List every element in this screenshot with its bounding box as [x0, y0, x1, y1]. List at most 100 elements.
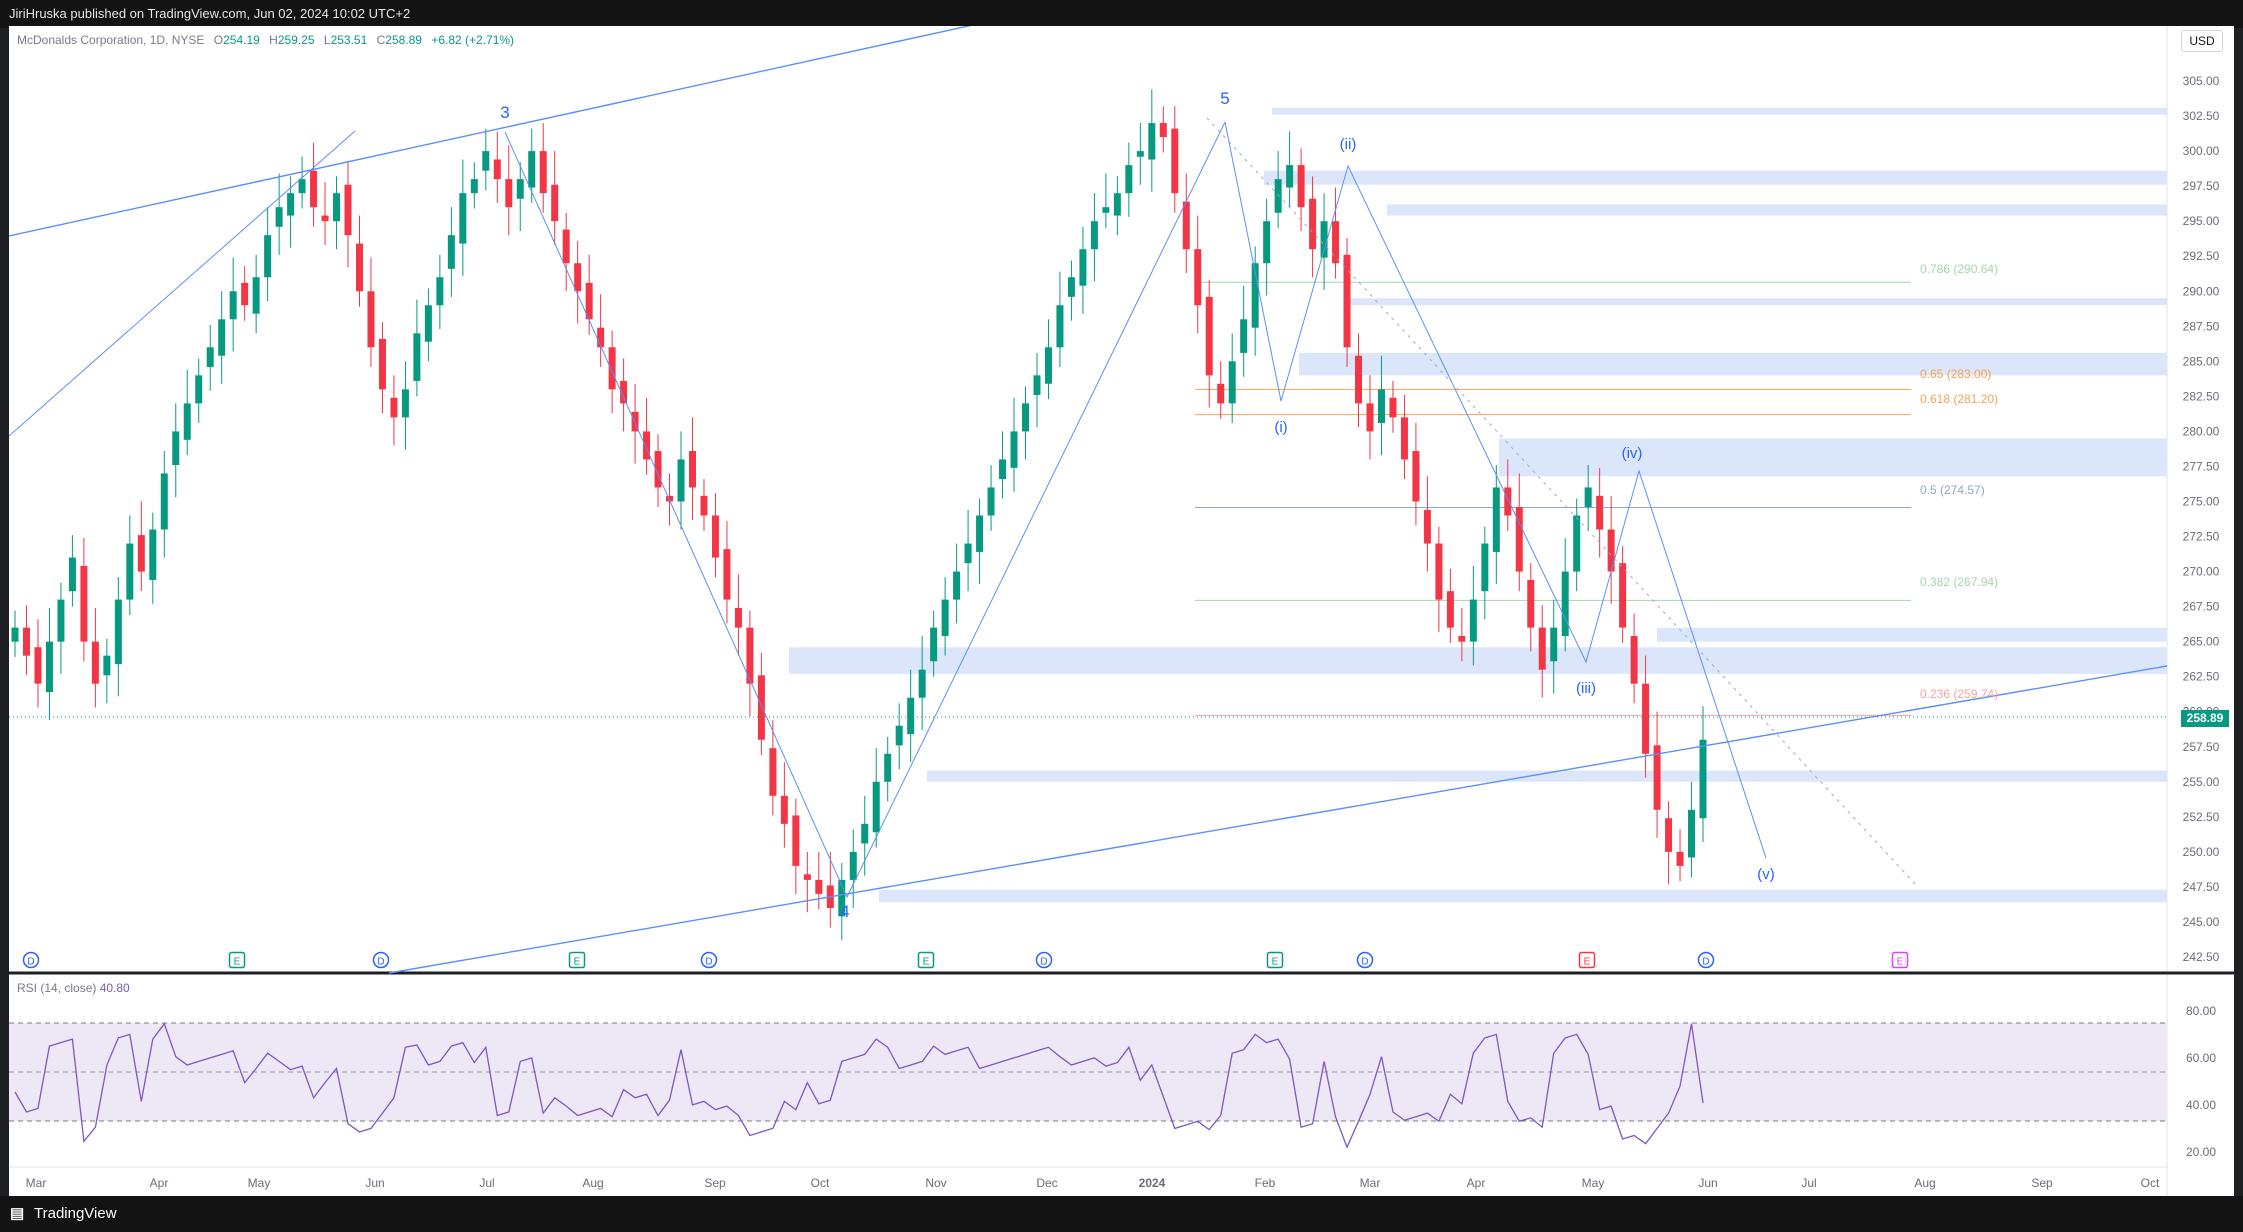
candle-body — [160, 473, 168, 530]
trend-lines — [9, 26, 2168, 974]
candle-body — [849, 851, 857, 880]
candle-body — [1044, 347, 1052, 384]
candle-body — [723, 549, 731, 600]
price-tick-label: 292.50 — [2183, 249, 2220, 263]
candle-body — [91, 641, 99, 684]
event-marker-label: E — [923, 957, 930, 968]
candle-body — [941, 599, 949, 637]
candle-body — [746, 627, 754, 684]
symbol-legend: McDonalds Corporation, 1D, NYSE O254.19 … — [17, 33, 514, 47]
candle-body — [447, 235, 455, 269]
price-tick-label: 252.50 — [2183, 810, 2220, 824]
chart-area[interactable]: 3 4 5 (i) (ii) (iii) (iv) (v) 0.786 (290… — [9, 26, 2234, 1196]
low-value: 253.51 — [330, 33, 368, 47]
projection-dashed-line — [1206, 117, 1918, 887]
candle-body — [815, 879, 823, 894]
high-label: H — [269, 33, 278, 47]
event-marker-label: E — [1897, 957, 1904, 968]
candle-body — [1102, 207, 1110, 213]
candle-body — [1067, 277, 1075, 297]
time-tick-label: Dec — [1036, 1176, 1057, 1190]
candle-body — [918, 669, 926, 698]
candle-body — [608, 347, 616, 390]
candle-body — [1596, 495, 1604, 530]
candle-body — [1619, 563, 1627, 628]
wave-label-iv: (iv) — [1622, 445, 1643, 462]
zone-10 — [879, 889, 2167, 903]
price-tick-label: 295.00 — [2183, 214, 2220, 228]
dividend-marker-icon — [700, 951, 718, 969]
candle-body — [252, 277, 260, 314]
brand-name[interactable]: TradingView — [34, 1205, 117, 1222]
candle-body — [1527, 579, 1535, 628]
rsi-axis[interactable]: 80.00 60.00 40.00 20.00 — [2186, 1004, 2216, 1159]
candle-body — [562, 229, 570, 264]
wave-labels: 3 4 5 (i) (ii) (iii) (iv) (v) — [500, 89, 1774, 921]
candle-body — [195, 375, 203, 404]
candle-body — [1090, 221, 1098, 250]
price-tick-label: 265.00 — [2183, 635, 2220, 649]
wave-label-5: 5 — [1220, 89, 1229, 108]
zone-1 — [1272, 107, 2167, 115]
candle-body — [241, 282, 249, 306]
candle-body — [1182, 201, 1190, 250]
candle-body — [470, 179, 478, 194]
zone-5 — [1299, 352, 2167, 376]
candle-body — [505, 179, 513, 208]
candle-body — [711, 515, 719, 558]
candle-body — [907, 697, 915, 735]
event-marker-label: D — [1702, 957, 1709, 968]
upper-channel-line[interactable] — [9, 26, 1014, 237]
candle-body — [551, 184, 559, 222]
fib-label-0382: 0.382 (267.94) — [1920, 575, 1998, 589]
candle-body — [149, 529, 157, 580]
price-axis[interactable]: 305.00 302.50 300.00 297.50 295.00 292.50 290.… — [2183, 74, 2220, 964]
candle-body — [1389, 397, 1397, 418]
candle-body — [1228, 361, 1236, 404]
candle-body — [1688, 809, 1696, 858]
candle-body — [1561, 571, 1569, 637]
rsi-tick-label: 60.00 — [2186, 1051, 2216, 1065]
close-value: 258.89 — [385, 33, 422, 47]
fib-label-0236: 0.236 (259.74) — [1920, 687, 1998, 701]
time-tick-label: Jul — [479, 1176, 494, 1190]
candle-body — [57, 599, 65, 642]
candle-body — [1286, 165, 1294, 188]
rsi-value: 40.80 — [99, 981, 130, 995]
candle-body — [1125, 165, 1133, 194]
open-value: 254.19 — [223, 33, 260, 47]
candle-body — [688, 451, 696, 488]
candle-body — [654, 451, 662, 488]
price-tick-label: 267.50 — [2183, 600, 2220, 614]
chart-canvas[interactable]: 3 4 5 (i) (ii) (iii) (iv) (v) 0.786 (290… — [9, 26, 2234, 1196]
price-tick-label: 297.50 — [2183, 179, 2220, 193]
candle-body — [459, 193, 467, 244]
time-tick-label: May — [248, 1176, 271, 1190]
time-axis[interactable]: Mar Apr May Jun Jul Aug Sep Oct Nov Dec 2024 Feb Mar… — [26, 1176, 2160, 1190]
price-tick-label: 285.00 — [2183, 354, 2220, 368]
candle-body — [80, 565, 88, 642]
time-tick-label: Jun — [365, 1176, 384, 1190]
candle-body — [1435, 543, 1443, 600]
candle-body — [264, 235, 272, 278]
candle-body — [1366, 403, 1374, 432]
candle-body — [895, 725, 903, 746]
candle-body — [677, 459, 685, 502]
candle-body — [792, 815, 800, 866]
rising-wedge-line[interactable] — [9, 130, 356, 437]
wave-label-4: 4 — [840, 902, 849, 921]
subwave-line[interactable] — [1224, 121, 1767, 859]
price-tick-label: 245.00 — [2183, 915, 2220, 929]
candle-body — [1159, 123, 1167, 138]
lower-channel-line[interactable] — [388, 665, 2168, 974]
candle-body — [1240, 319, 1248, 353]
currency-button[interactable]: USD — [2181, 30, 2223, 52]
time-tick-label: Sep — [704, 1176, 726, 1190]
wave-3-4-5-line[interactable] — [504, 121, 1226, 899]
candle-body — [1332, 221, 1340, 264]
time-tick-label: Apr — [1467, 1176, 1486, 1190]
candle-body — [631, 411, 639, 432]
zone-7 — [1657, 627, 2167, 642]
tradingview-logo-icon[interactable]: ▤ — [10, 1205, 25, 1222]
